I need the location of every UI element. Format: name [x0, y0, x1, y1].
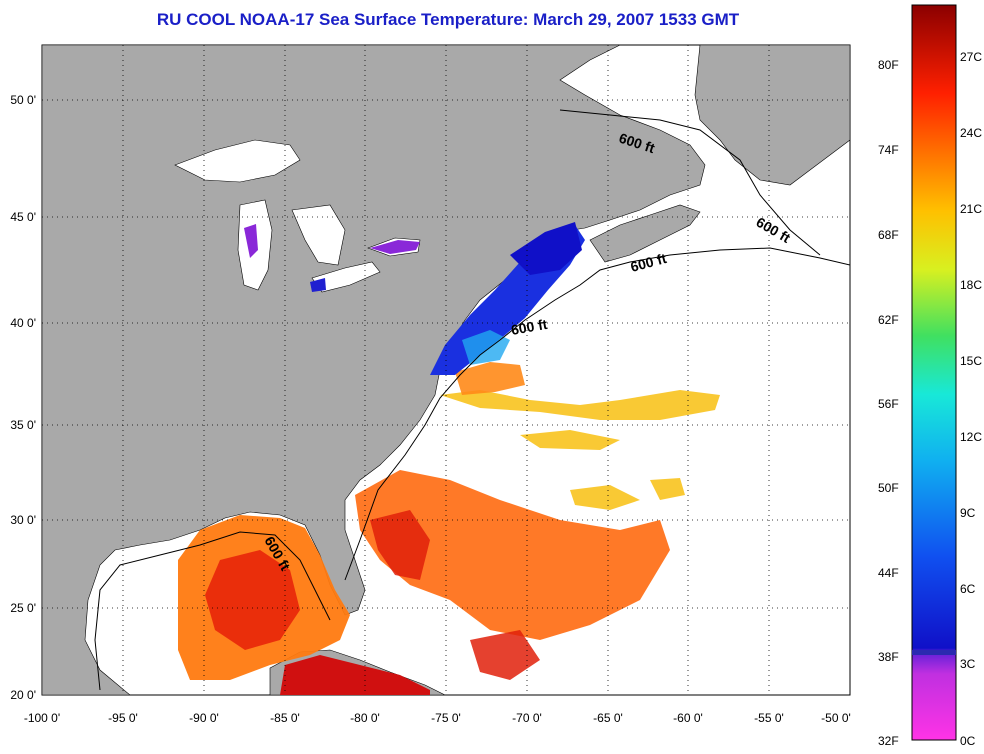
sst-shelf-cyan — [462, 330, 510, 365]
sst-atlantic-yellow — [440, 390, 720, 510]
sst-gulfstream-edge — [455, 362, 525, 395]
lat-tick: 20 0' — [10, 688, 36, 702]
colorbar-f-label: 74F — [878, 143, 899, 157]
depth-contour-600ft — [94, 109, 850, 691]
colorbar-f-label: 62F — [878, 313, 899, 327]
colorbar-c-label: 9C — [960, 506, 976, 520]
contour-label-4: 600 ft — [510, 316, 549, 338]
sst-caribbean — [280, 655, 430, 695]
lat-tick: 35 0' — [10, 418, 36, 432]
colorbar-c-label: 3C — [960, 657, 976, 671]
map-title: RU COOL NOAA-17 Sea Surface Temperature:… — [156, 10, 740, 29]
colorbar-f-label: 56F — [878, 397, 899, 411]
colorbar-c-label: 12C — [960, 430, 983, 444]
land-mass — [42, 45, 706, 695]
lon-tick: -95 0' — [108, 711, 138, 725]
colorbar-f-label: 68F — [878, 228, 899, 242]
lon-tick: -60 0' — [673, 711, 703, 725]
sst-atlantic-south — [355, 470, 670, 640]
lon-tick: -85 0' — [270, 711, 300, 725]
lon-tick: -80 0' — [350, 711, 380, 725]
maritime-land — [694, 45, 850, 186]
colorbar-f-label: 38F — [878, 650, 899, 664]
colorbar-c-label: 21C — [960, 202, 983, 216]
colorbar-c-label: 15C — [960, 354, 983, 368]
lon-tick: -75 0' — [431, 711, 461, 725]
lat-tick: 45 0' — [10, 210, 36, 224]
sst-atlantic-red — [370, 510, 540, 680]
colorbar-freeze-band — [912, 650, 956, 655]
colorbar-f-label: 44F — [878, 566, 899, 580]
map-grid — [42, 45, 850, 695]
lon-tick: -70 0' — [512, 711, 542, 725]
lon-tick: -65 0' — [593, 711, 623, 725]
lat-tick: 40 0' — [10, 316, 36, 330]
colorbar-f-label: 80F — [878, 58, 899, 72]
colorbar-c-label: 27C — [960, 50, 983, 64]
lon-tick: -90 0' — [189, 711, 219, 725]
colorbar-f-label: 50F — [878, 481, 899, 495]
nova-scotia-land — [589, 204, 701, 263]
colorbar — [911, 4, 957, 741]
lon-tick: -50 0' — [821, 711, 851, 725]
colorbar-c-label: 24C — [960, 126, 983, 140]
sst-gulf-of-maine — [510, 222, 582, 275]
colorbar-c-label: 18C — [960, 278, 983, 292]
great-lakes — [174, 139, 421, 293]
sst-lakes-purple — [244, 224, 420, 258]
colorbar-c-label: 6C — [960, 582, 976, 596]
lat-tick: 50 0' — [10, 93, 36, 107]
sst-lake-blue — [310, 278, 326, 292]
colorbar-c-label: 0C — [960, 734, 976, 748]
lon-tick: -100 0' — [24, 711, 60, 725]
lon-tick-labels: -100 0' -95 0' -90 0' -85 0' -80 0' -75 … — [24, 711, 851, 725]
colorbar-f-label: 32F — [878, 734, 899, 748]
lat-tick: 25 0' — [10, 601, 36, 615]
lon-tick: -55 0' — [754, 711, 784, 725]
sst-gulf-hot — [205, 550, 300, 650]
lat-tick-labels: 20 0' 25 0' 30 0' 35 0' 40 0' 45 0' 50 0… — [10, 93, 36, 702]
lat-tick: 30 0' — [10, 513, 36, 527]
